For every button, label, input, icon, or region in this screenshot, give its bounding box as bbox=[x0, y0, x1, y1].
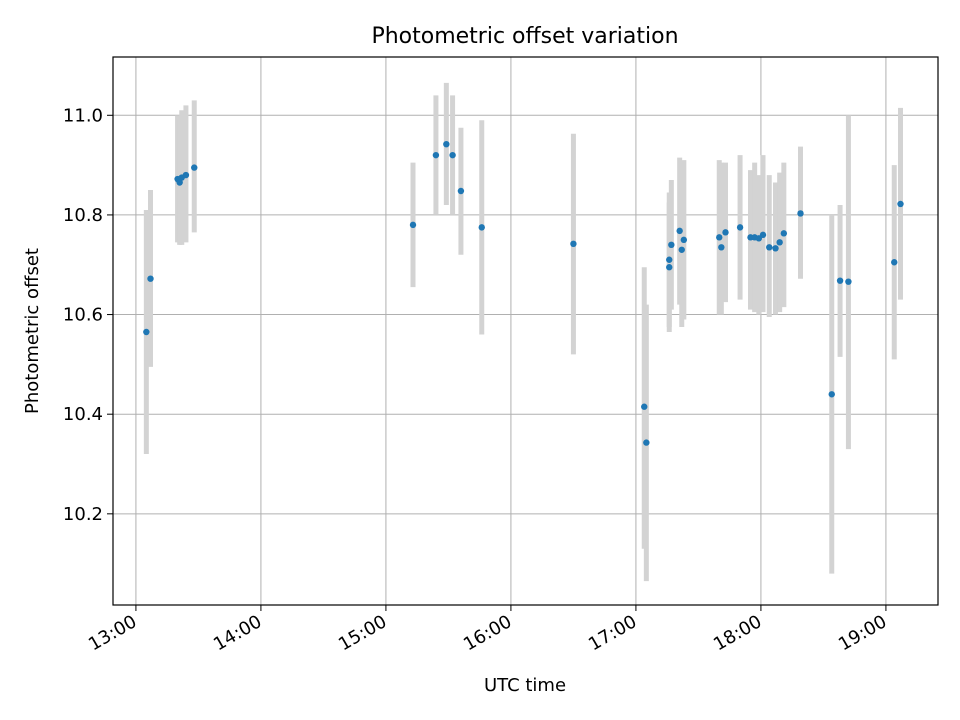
data-point bbox=[449, 151, 456, 159]
x-axis-label: UTC time bbox=[484, 675, 566, 696]
data-point bbox=[845, 278, 852, 285]
data-point bbox=[176, 179, 183, 186]
x-tick-label: 14:00 bbox=[210, 611, 265, 655]
data-point bbox=[772, 245, 779, 252]
data-points bbox=[143, 140, 904, 446]
data-point bbox=[780, 230, 788, 237]
grid-lines bbox=[113, 57, 938, 605]
y-tick-label: 10.4 bbox=[63, 404, 103, 425]
data-point bbox=[836, 277, 844, 284]
data-point bbox=[897, 200, 904, 208]
x-tick-label: 15:00 bbox=[335, 611, 390, 655]
data-point bbox=[570, 240, 577, 248]
plot-frame bbox=[112, 56, 939, 606]
error-bars bbox=[143, 82, 903, 582]
x-tick-label: 13:00 bbox=[85, 611, 140, 655]
y-tick-label: 11.0 bbox=[63, 105, 103, 126]
data-point bbox=[643, 439, 650, 446]
x-tick-label: 16:00 bbox=[460, 611, 515, 655]
data-point bbox=[776, 239, 783, 246]
data-point bbox=[432, 151, 440, 159]
data-point bbox=[891, 259, 898, 266]
y-tick-label: 10.6 bbox=[63, 305, 103, 326]
x-tick-label: 17:00 bbox=[585, 611, 640, 655]
data-point bbox=[736, 224, 744, 231]
data-point bbox=[716, 234, 723, 241]
x-tick-label: 18:00 bbox=[710, 611, 765, 655]
data-point bbox=[182, 171, 190, 179]
data-point bbox=[766, 244, 773, 251]
x-axis-ticks: 13:00 14:00 15:00 16:00 17:00 18:00 19:00 bbox=[85, 605, 890, 655]
data-point bbox=[668, 241, 675, 249]
chart-title: Photometric offset variation bbox=[371, 24, 678, 49]
data-point bbox=[722, 229, 729, 236]
y-axis-ticks: 10.2 10.4 10.6 10.8 11.0 bbox=[63, 105, 113, 525]
data-point bbox=[443, 140, 450, 148]
y-tick-label: 10.2 bbox=[63, 504, 103, 525]
data-point bbox=[828, 391, 835, 398]
y-axis-label: Photometric offset bbox=[22, 248, 43, 414]
data-point bbox=[718, 244, 725, 251]
data-point bbox=[457, 187, 465, 195]
data-point bbox=[191, 164, 198, 171]
data-point bbox=[143, 328, 150, 336]
y-tick-label: 10.8 bbox=[63, 205, 103, 226]
data-point bbox=[666, 256, 673, 263]
data-point bbox=[678, 246, 685, 253]
data-point bbox=[680, 236, 688, 244]
data-point bbox=[409, 221, 417, 229]
data-point bbox=[478, 224, 485, 231]
data-point bbox=[641, 403, 648, 410]
data-point bbox=[147, 275, 154, 282]
data-point bbox=[797, 210, 804, 217]
data-point bbox=[759, 231, 767, 239]
data-point bbox=[676, 227, 683, 235]
data-point bbox=[666, 264, 673, 271]
x-tick-label: 19:00 bbox=[835, 611, 890, 655]
